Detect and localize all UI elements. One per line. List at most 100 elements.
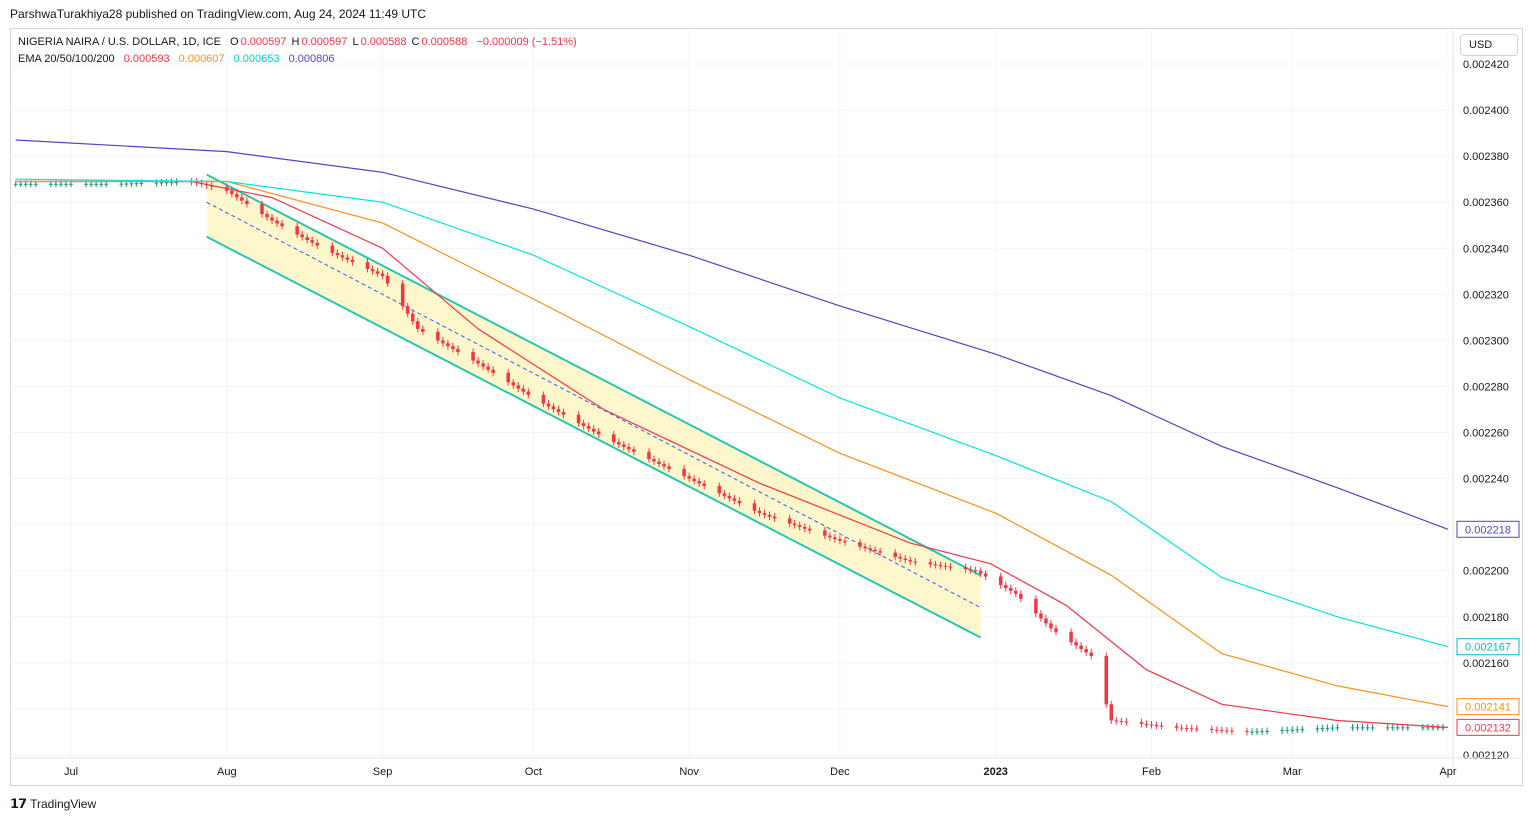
candle-body (375, 271, 380, 274)
candle-body (963, 567, 968, 570)
candle-body (787, 518, 792, 524)
candle-body (1079, 645, 1083, 650)
candle-body (315, 242, 320, 246)
candle-body (446, 343, 450, 347)
candle-body (1069, 631, 1073, 643)
brand-name: TradingView (30, 797, 97, 811)
candle-body (632, 449, 636, 452)
candle-body (1395, 727, 1400, 729)
candle-body (1285, 729, 1289, 731)
candle-body (1154, 725, 1159, 727)
candle-body (1355, 727, 1360, 729)
candle-body (280, 223, 284, 227)
candle-body (843, 540, 847, 543)
candle-body (667, 466, 671, 469)
candle-body (1215, 729, 1219, 731)
footer-brand[interactable]: 𝟭𝟳 TradingView (10, 796, 96, 812)
candle-body (1250, 731, 1254, 733)
candle-body (893, 552, 897, 558)
legend-ema[interactable]: EMA 20/50/100/200 0.000593 0.000607 0.00… (18, 53, 336, 65)
price-tick-label: 0.002160 (1463, 658, 1509, 670)
close-value: 0.000588 (421, 36, 468, 48)
candle-body (868, 548, 872, 550)
price-tick-label: 0.002300 (1463, 335, 1509, 347)
channel-mid-line (206, 201, 981, 609)
candles (13, 178, 1445, 736)
candle-body (456, 349, 460, 352)
candle-body (1194, 728, 1199, 730)
legend-ohlc: NIGERIA NAIRA / U.S. DOLLAR, 1D, ICE O 0.… (18, 36, 579, 48)
price-label-text: 0.002167 (1465, 642, 1511, 654)
price-tick-label: 0.002200 (1463, 566, 1509, 578)
price-label-text: 0.002218 (1465, 524, 1511, 536)
candle-body (335, 252, 340, 256)
open-value: 0.000597 (240, 36, 287, 48)
price-tick-label: 0.002120 (1463, 750, 1509, 762)
candle-body (49, 183, 53, 185)
candle-body (1109, 704, 1114, 721)
symbol-name[interactable]: NIGERIA NAIRA / U.S. DOLLAR, 1D, ICE (18, 36, 221, 48)
candle-body (1260, 731, 1264, 733)
candle-body (838, 539, 842, 541)
candle-body (1401, 727, 1405, 729)
candle-body (1300, 729, 1305, 731)
candle-body (1184, 727, 1189, 729)
high-label: H (291, 36, 300, 48)
candle-body (260, 204, 264, 214)
channel-upper-line (206, 173, 982, 577)
candle-body (551, 406, 556, 410)
candle-body (154, 182, 159, 184)
time-tick-label: 2023 (983, 766, 1007, 778)
price-tick-label: 0.002360 (1463, 197, 1509, 209)
candle-body (581, 423, 586, 426)
candle-body (275, 220, 279, 224)
candle-body (305, 237, 309, 240)
candle-body (802, 526, 807, 529)
candle-body (612, 434, 616, 443)
ema200-value: 0.000806 (288, 53, 335, 65)
candle-body (561, 411, 566, 415)
time-tick-label: Jul (64, 766, 78, 778)
close-label: C (411, 36, 420, 48)
candle-body (943, 565, 948, 567)
channel-fill (206, 174, 981, 638)
time-tick-label: Dec (830, 766, 850, 778)
candle-body (1365, 727, 1370, 729)
currency-button[interactable]: USD (1460, 34, 1518, 56)
candle-body (1089, 652, 1093, 656)
candle-body (823, 530, 827, 536)
candle-body (727, 495, 732, 499)
candle-body (1245, 731, 1249, 733)
price-label-box (1456, 698, 1520, 716)
candle-body (235, 194, 239, 198)
candle-body (99, 183, 103, 185)
price-chart[interactable]: 0.002420 0.002400 0.002380 0.002360 0.002340… (10, 28, 1523, 786)
chart-frame (10, 28, 1523, 786)
price-tick-label: 0.002400 (1463, 105, 1509, 117)
candle-body (169, 182, 174, 184)
ema50-value: 0.000607 (178, 53, 225, 65)
candle-body (1084, 649, 1088, 653)
candle-body (13, 183, 18, 185)
candle-body (1360, 727, 1365, 729)
candle-body (370, 269, 375, 272)
candle-body (59, 183, 63, 185)
candle-body (948, 566, 953, 568)
candle-body (757, 510, 762, 514)
candle-body (657, 461, 661, 464)
low-value: 0.000588 (360, 36, 407, 48)
candle-body (350, 259, 355, 263)
candle-body (722, 493, 727, 496)
candle-body (647, 451, 651, 460)
candle-body (64, 183, 68, 185)
candle-body (526, 391, 531, 395)
candle-body (1014, 590, 1018, 594)
candle-body (451, 346, 455, 350)
candle-body (1426, 727, 1430, 729)
price-tick-label: 0.002240 (1463, 474, 1509, 486)
candle-body (1124, 721, 1129, 723)
time-tick-label: Sep (373, 766, 393, 778)
candle-body (732, 498, 737, 501)
candle-body (159, 182, 164, 184)
candle-body (511, 382, 516, 386)
